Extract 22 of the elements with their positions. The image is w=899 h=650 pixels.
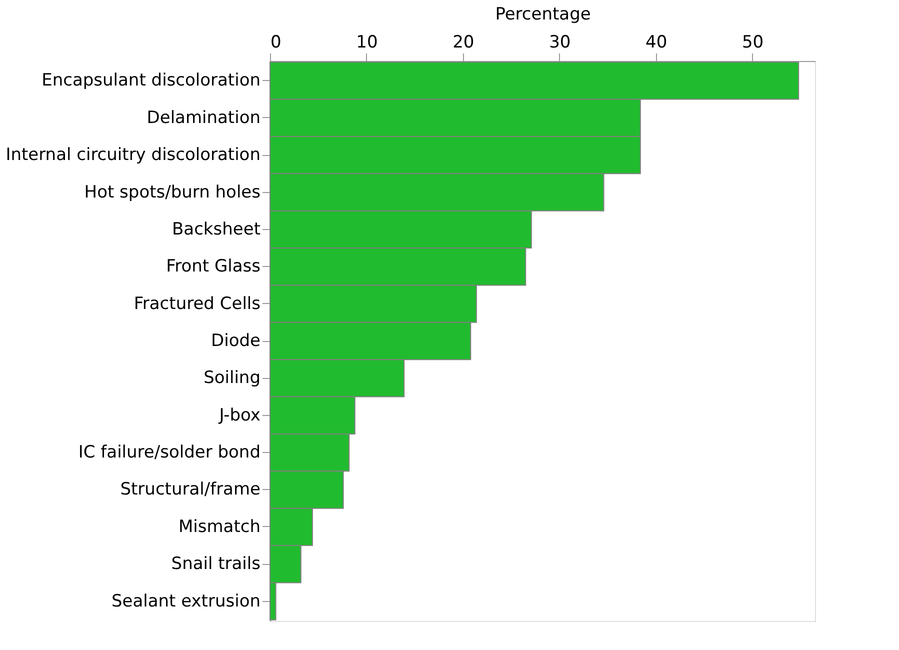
y-tick-label: Front Glass xyxy=(166,256,261,277)
y-tick-label: Backsheet xyxy=(172,219,261,240)
y-tick-label: IC failure/solder bond xyxy=(78,442,260,463)
y-tick-label: Sealant extrusion xyxy=(111,591,260,612)
y-tick-label: Diode xyxy=(211,331,260,351)
y-tick-label: J-box xyxy=(218,405,260,426)
y-tick-label: Encapsulant discoloration xyxy=(42,70,260,91)
y-tick-label: Delamination xyxy=(146,108,260,128)
y-tick-label: Hot spots/burn holes xyxy=(84,182,261,202)
x-tick-label: 20 xyxy=(452,32,474,52)
y-tick-label: Structural/frame xyxy=(120,480,260,500)
x-axis-title: Percentage xyxy=(495,4,591,24)
x-tick-label: 30 xyxy=(549,32,571,52)
x-tick-label: 50 xyxy=(742,32,764,52)
x-tick-label: 40 xyxy=(646,32,668,52)
y-tick-label: Fractured Cells xyxy=(134,294,261,314)
y-tick-label: Soiling xyxy=(204,368,260,388)
y-tick-label: Mismatch xyxy=(178,516,260,537)
y-tick-label: Snail trails xyxy=(171,554,261,574)
x-tick-label: 10 xyxy=(356,32,378,52)
x-tick-label: 0 xyxy=(270,32,282,52)
y-tick-label: Internal circuitry discoloration xyxy=(6,145,260,166)
